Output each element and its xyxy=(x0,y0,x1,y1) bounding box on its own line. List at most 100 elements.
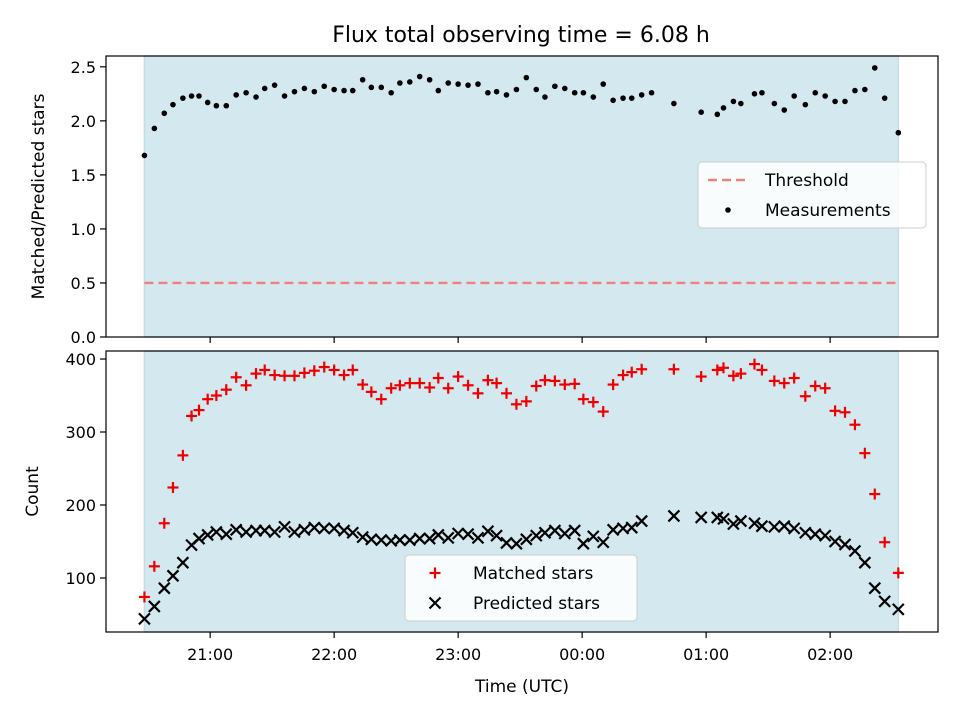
measurement-point xyxy=(802,101,809,108)
matched-star-point xyxy=(202,393,214,405)
matched-star-point xyxy=(375,393,387,405)
matched-star-point xyxy=(695,371,707,383)
matched-star-point xyxy=(250,368,262,380)
x-axis-label: Time (UTC) xyxy=(474,677,569,697)
measurement-point xyxy=(738,100,744,107)
x-tick-label: 01:00 xyxy=(683,645,729,664)
predicted-star-point xyxy=(787,522,801,535)
predicted-star-point xyxy=(635,514,648,528)
matched-star-point xyxy=(452,371,464,383)
measurement-point xyxy=(331,86,337,93)
matched-star-point xyxy=(414,377,426,389)
predicted-star-point xyxy=(432,528,445,542)
matched-star-point xyxy=(636,363,648,375)
matched-star-point xyxy=(501,387,513,399)
measurement-point xyxy=(213,102,220,109)
predicted-star-point xyxy=(210,525,223,539)
matched-star-point xyxy=(193,404,205,416)
matched-star-point xyxy=(385,382,397,394)
matched-star-point xyxy=(308,365,320,377)
predicted-star-point xyxy=(413,532,426,545)
predicted-star-point xyxy=(317,522,331,535)
matched-star-point xyxy=(347,364,359,376)
measurement-point xyxy=(161,110,168,117)
measurement-point xyxy=(341,87,347,94)
predicted-star-point xyxy=(138,612,151,626)
matched-star-point xyxy=(756,364,768,376)
matched-star-point xyxy=(357,379,369,391)
star-count-points xyxy=(138,358,905,626)
matched-star-point xyxy=(617,369,629,381)
y-tick-label: 300 xyxy=(65,423,96,442)
predicted-star-point xyxy=(451,527,465,540)
matched-star-point xyxy=(626,366,638,378)
y-tick-label: 2.0 xyxy=(71,112,96,131)
measurement-point xyxy=(406,79,413,85)
measurement-point xyxy=(368,84,375,91)
matched-star-point xyxy=(148,560,160,572)
measurement-point xyxy=(321,83,328,90)
measurement-point xyxy=(261,85,268,92)
predicted-star-point xyxy=(868,581,882,595)
predicted-star-point xyxy=(288,525,301,539)
predicted-star-point xyxy=(625,521,639,534)
measurement-point xyxy=(812,89,819,96)
measurement-point xyxy=(170,101,176,108)
legend-label-matched: Matched stars xyxy=(473,564,593,584)
measurement-point xyxy=(301,85,308,92)
matched-star-point xyxy=(442,382,454,394)
predicted-star-point xyxy=(529,529,543,542)
predicted-star-point xyxy=(878,595,891,608)
x-tick-label: 21:00 xyxy=(187,645,233,664)
y-tick-label: 1.5 xyxy=(71,166,96,185)
measurement-point xyxy=(895,129,902,136)
y-axis-ticks: 0.0 0.5 1.0 1.5 2.0 2.5 xyxy=(71,58,106,347)
predicted-star-point xyxy=(403,533,417,547)
measurement-point xyxy=(852,87,858,94)
matched-star-point xyxy=(799,390,811,402)
measurement-point xyxy=(493,88,500,95)
ratio-panel: 0.0 0.5 1.0 1.5 2.0 2.5 Matched/Predicted sta… xyxy=(29,55,939,347)
predicted-star-point xyxy=(239,525,253,539)
predicted-star-point xyxy=(558,527,572,540)
measurement-point xyxy=(781,107,788,113)
measurement-point xyxy=(791,93,797,99)
measurement-point xyxy=(580,89,587,96)
y-axis-label: Matched/Predicted stars xyxy=(29,93,49,299)
measurement-point xyxy=(638,92,645,98)
predicted-star-point xyxy=(229,523,243,537)
predicted-star-point xyxy=(667,509,681,523)
count-panel: 100 200 300 400 21:00 22:00 23:00 00:00 01:00 02… xyxy=(23,350,939,697)
measurement-point xyxy=(388,89,394,96)
legend-label-measurements: Measurements xyxy=(765,201,891,221)
measurement-point xyxy=(311,88,318,95)
predicted-star-point xyxy=(755,519,769,533)
predicted-star-point xyxy=(500,536,513,550)
matched-star-point xyxy=(424,381,436,393)
matched-star-point xyxy=(849,419,861,431)
measurement-point xyxy=(513,86,520,93)
matched-star-point xyxy=(510,398,522,410)
matched-star-point xyxy=(186,410,198,422)
measurement-point xyxy=(590,94,597,100)
legend: Threshold Measurements xyxy=(697,161,927,229)
matched-star-point xyxy=(717,362,729,374)
matched-star-point xyxy=(259,364,271,376)
predicted-star-point xyxy=(481,525,495,538)
matched-star-point xyxy=(158,517,170,529)
matched-star-point xyxy=(138,591,150,603)
measurement-point xyxy=(533,86,540,93)
predicted-star-point xyxy=(471,531,485,545)
predicted-star-point xyxy=(734,514,748,528)
matched-star-point xyxy=(892,567,904,579)
matched-star-point xyxy=(788,372,800,384)
matched-star-point xyxy=(839,406,851,418)
predicted-star-point xyxy=(818,529,832,542)
predicted-star-point xyxy=(308,521,321,534)
predicted-star-point xyxy=(727,517,740,531)
measurement-point xyxy=(359,76,366,83)
predicted-star-point xyxy=(219,527,233,541)
predicted-star-point xyxy=(748,516,761,530)
plot-frame xyxy=(105,350,939,633)
